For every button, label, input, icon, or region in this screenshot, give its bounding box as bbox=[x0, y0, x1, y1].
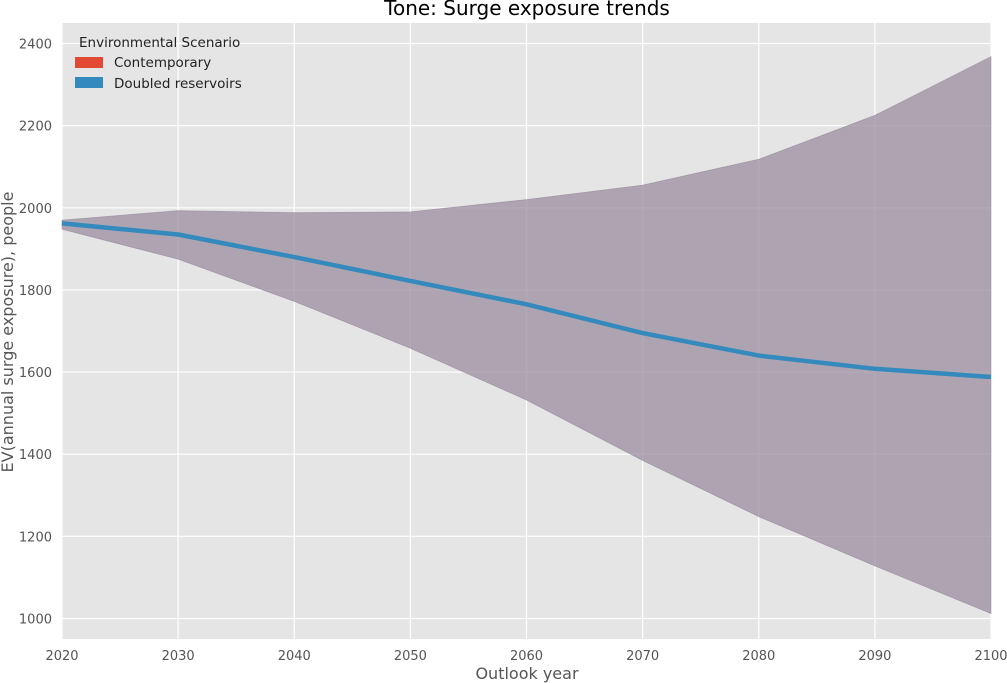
x-tick-label-2100: 2100 bbox=[974, 649, 1007, 664]
legend-swatch-doubled-reservoirs bbox=[75, 77, 103, 88]
legend-swatch-contemporary bbox=[75, 57, 103, 68]
y-tick-label-1000: 1000 bbox=[19, 612, 52, 627]
x-tick-label-2020: 2020 bbox=[45, 649, 78, 664]
x-tick-label-2090: 2090 bbox=[858, 649, 891, 664]
y-tick-label-1400: 1400 bbox=[19, 448, 52, 463]
legend-title: Environmental Scenario bbox=[79, 35, 240, 51]
y-tick-label-1600: 1600 bbox=[19, 366, 52, 381]
uncertainty-band bbox=[61, 56, 992, 615]
x-axis-label: Outlook year bbox=[475, 664, 579, 683]
band-area bbox=[61, 56, 992, 615]
y-tick-labels: 1000 1200 1400 1600 1800 2000 2200 2400 bbox=[19, 38, 52, 628]
x-tick-label-2060: 2060 bbox=[510, 649, 543, 664]
y-tick-label-1200: 1200 bbox=[19, 530, 52, 545]
y-tick-label-2400: 2400 bbox=[19, 38, 52, 53]
legend-label-contemporary: Contemporary bbox=[114, 55, 211, 71]
chart-title: Tone: Surge exposure trends bbox=[383, 0, 670, 20]
x-tick-labels: 2020 2030 2040 2050 2060 2070 2080 2090 2100 bbox=[45, 649, 1007, 664]
x-tick-label-2040: 2040 bbox=[278, 649, 311, 664]
legend-label-doubled-reservoirs: Doubled reservoirs bbox=[114, 76, 242, 92]
x-tick-label-2080: 2080 bbox=[742, 649, 775, 664]
legend: Environmental Scenario Contemporary Doub… bbox=[75, 35, 242, 92]
y-tick-label-1800: 1800 bbox=[19, 284, 52, 299]
y-tick-label-2000: 2000 bbox=[19, 202, 52, 217]
y-axis-label: EV(annual surge exposure), people bbox=[0, 192, 17, 473]
x-tick-label-2030: 2030 bbox=[162, 649, 195, 664]
x-tick-label-2050: 2050 bbox=[394, 649, 427, 664]
series-lines bbox=[61, 221, 992, 380]
series-line-0 bbox=[61, 221, 992, 380]
x-tick-label-2070: 2070 bbox=[626, 649, 659, 664]
y-tick-label-2200: 2200 bbox=[19, 120, 52, 135]
